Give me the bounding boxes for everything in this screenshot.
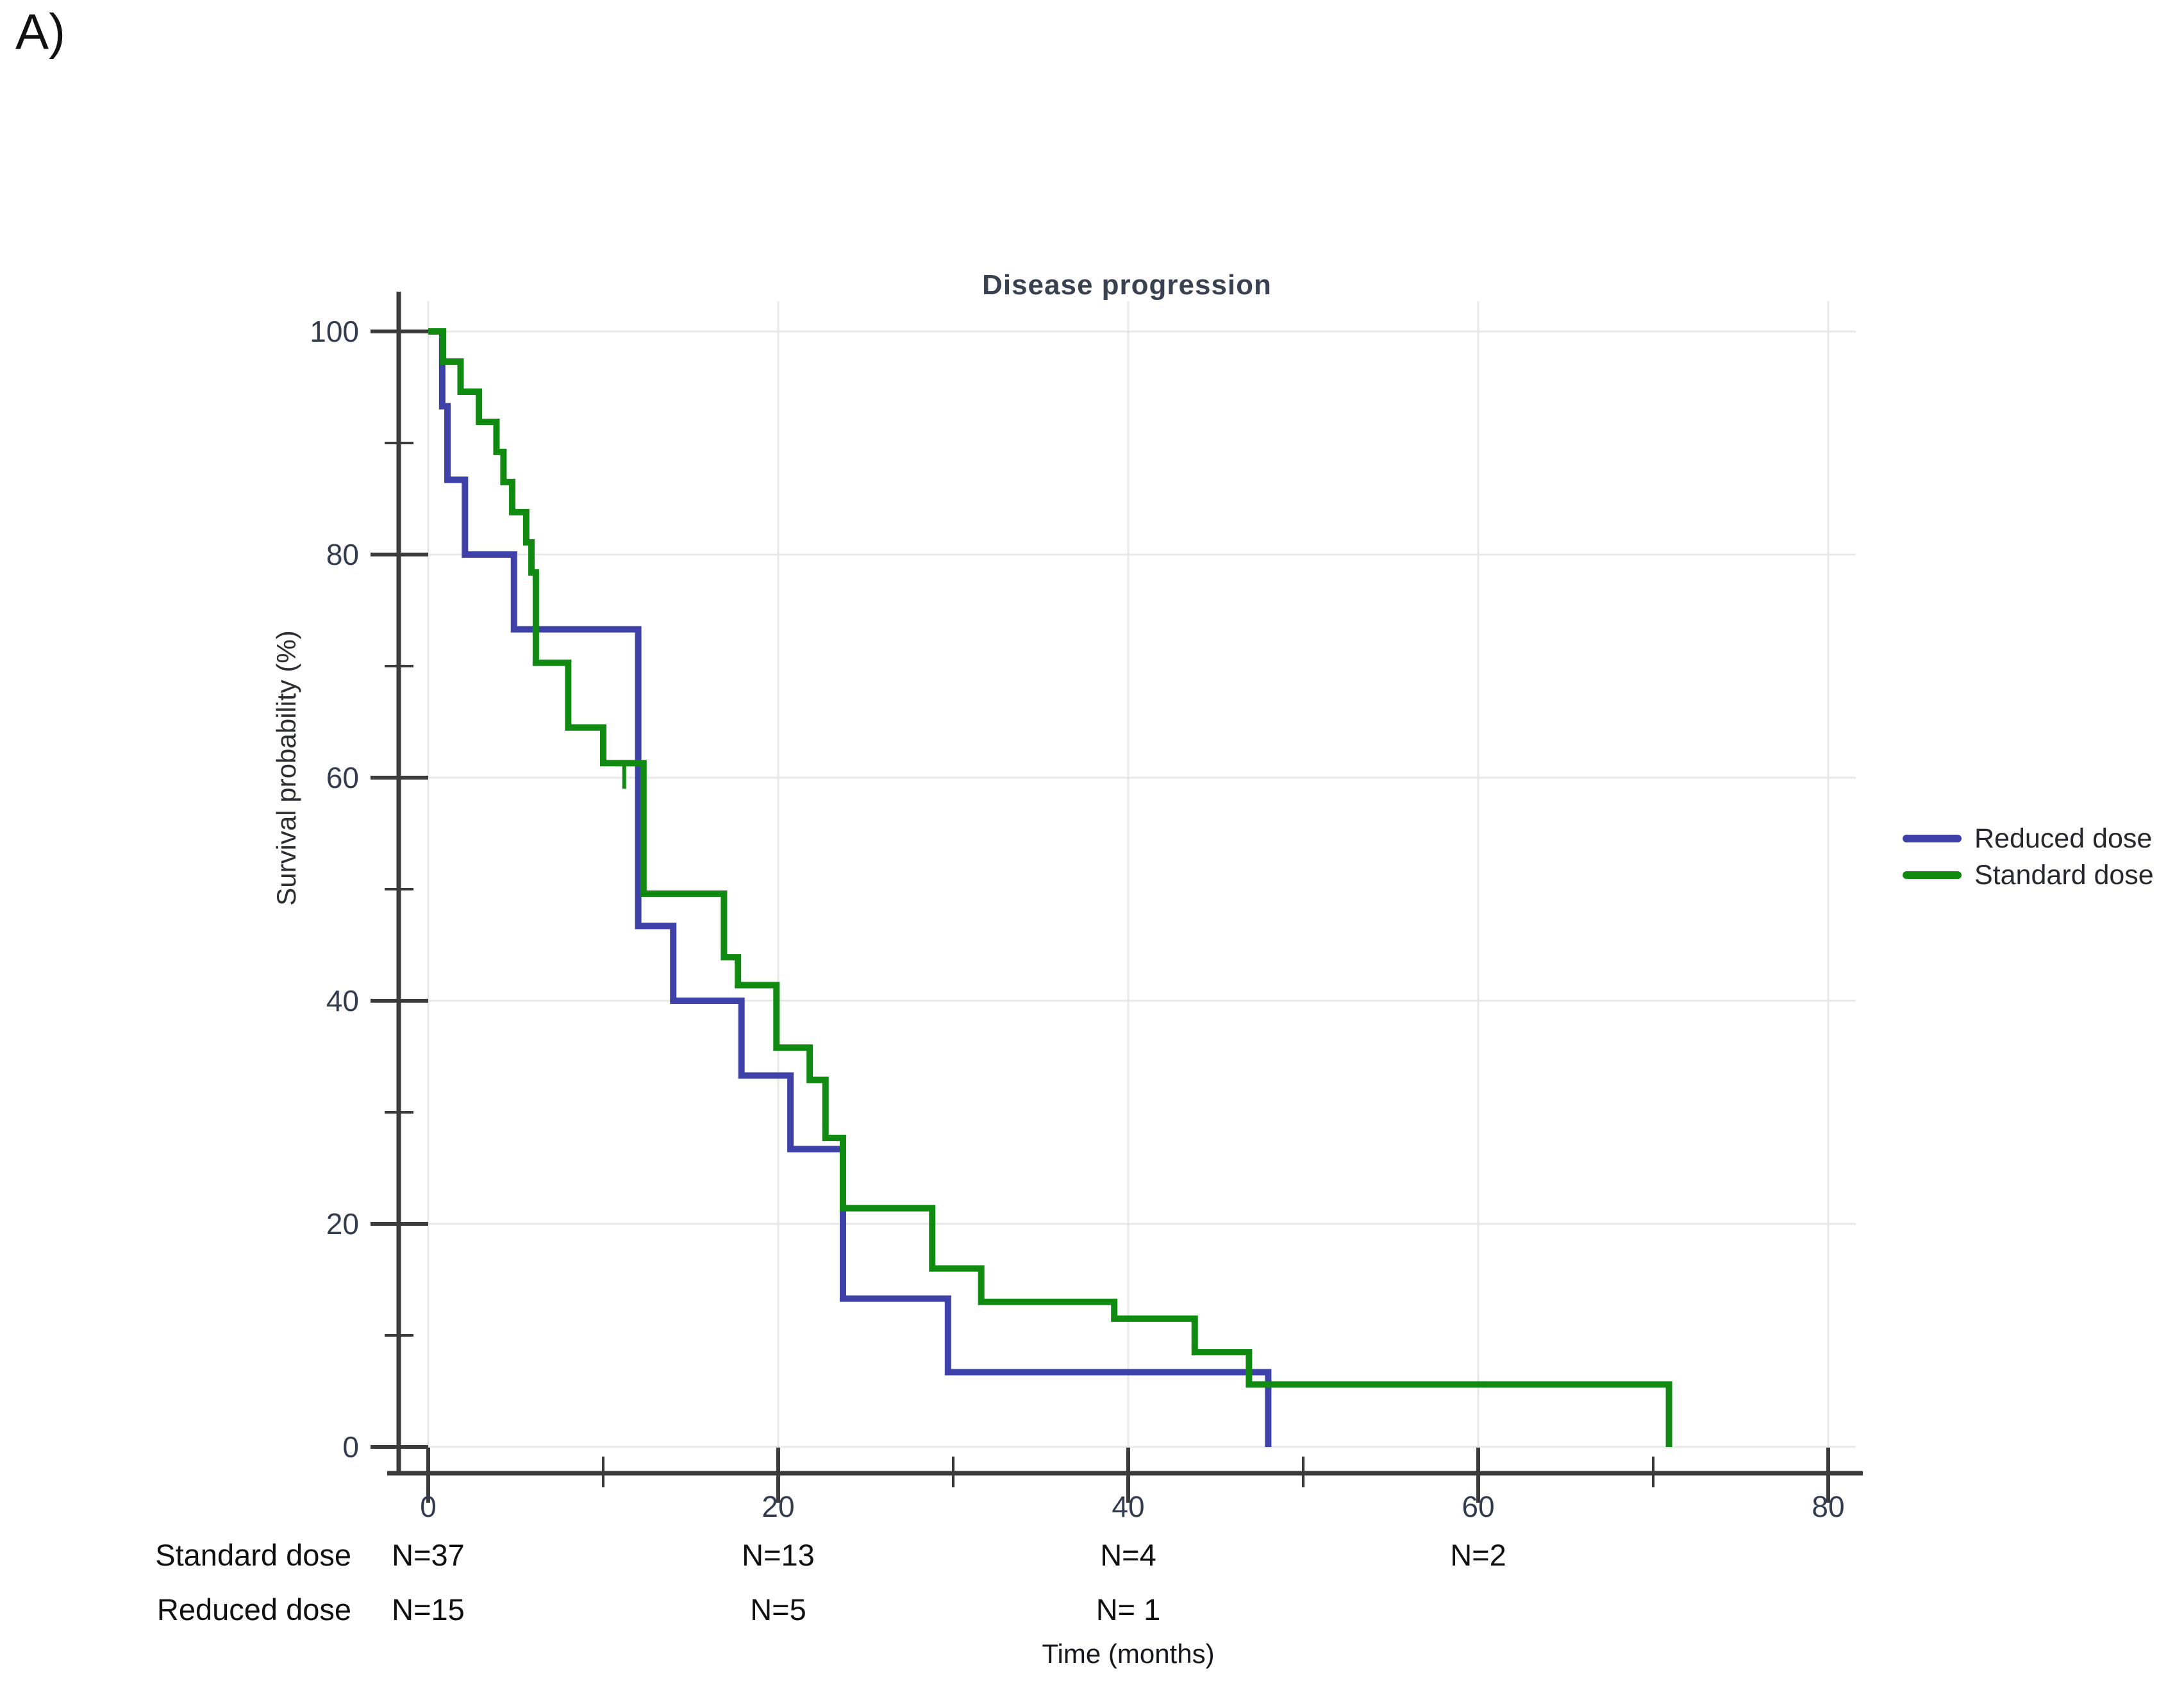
risk-table-row-label-reduced-dose: Reduced dose [156,1592,351,1626]
x-tick-label: 20 [762,1490,794,1523]
x-tick-label: 60 [1462,1490,1494,1523]
risk-count: N= 1 [1096,1592,1161,1626]
legend-label-standard-dose: Standard dose [1974,859,2154,890]
x-tick-label: 0 [420,1490,437,1523]
legend-item-reduced-dose: Reduced dose [1903,823,2152,854]
risk-count: N=15 [392,1592,465,1626]
survival-curve-reduced-dose [428,328,1272,1447]
survival-curve-standard-dose [428,328,1672,1447]
standard-dose-line-swatch [1903,871,1962,879]
y-tick-label: 0 [342,1430,359,1464]
risk-count: N=13 [742,1538,815,1572]
risk-table-row-label-standard-dose: Standard dose [155,1538,351,1572]
y-tick-label: 40 [326,984,359,1017]
y-tick-label: 100 [310,315,359,348]
legend-label-reduced-dose: Reduced dose [1974,823,2153,854]
y-tick-label: 60 [326,761,359,794]
x-tick-label: 80 [1812,1490,1844,1523]
legend-item-standard-dose: Standard dose [1903,860,2154,890]
y-tick-label: 80 [326,538,359,571]
risk-count: N=5 [750,1592,806,1626]
chart-title: Disease progression [982,269,1272,301]
risk-count: N=2 [1450,1538,1506,1572]
risk-count: N=37 [392,1538,465,1572]
x-tick-label: 40 [1112,1490,1144,1523]
panel-label: A) [15,3,65,60]
reduced-dose-line-swatch [1903,835,1962,842]
y-tick-label: 20 [326,1207,359,1241]
risk-count: N=4 [1100,1538,1156,1572]
x-axis-title: Time (months) [1042,1639,1215,1669]
